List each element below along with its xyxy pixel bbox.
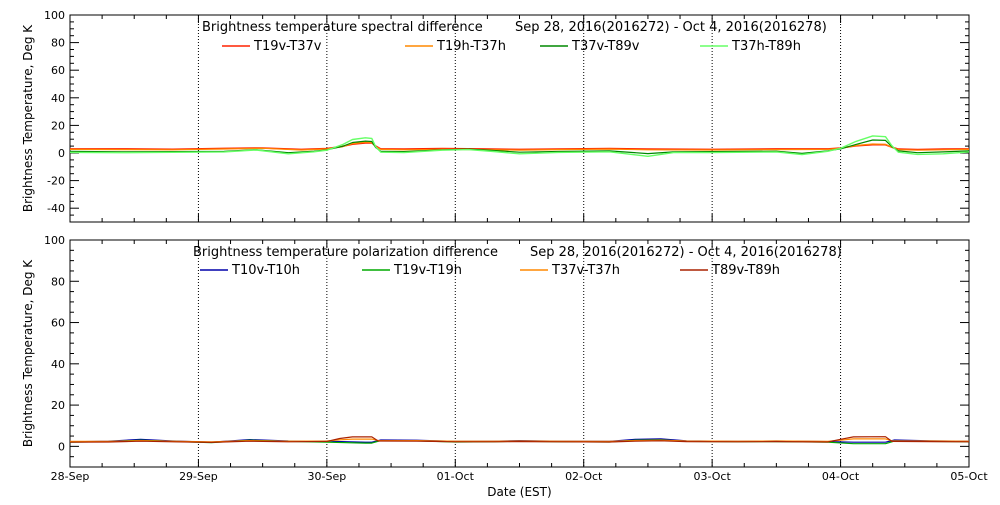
y-tick-label: 80: [51, 275, 65, 288]
chart-date-range: Sep 28, 2016(2016272) - Oct 4, 2016(2016…: [515, 20, 827, 35]
x-tick-label: 05-Oct: [950, 470, 988, 483]
legend-label: T19v-T37v: [253, 39, 322, 54]
y-tick-label: -20: [47, 175, 65, 188]
y-tick-label: 40: [51, 92, 65, 105]
x-tick-label: 29-Sep: [179, 470, 218, 483]
chart-title: Brightness temperature spectral differen…: [202, 20, 483, 35]
x-tick-label: 02-Oct: [565, 470, 603, 483]
legend-label: T19h-T37h: [436, 39, 506, 54]
legend-label: T10v-T10h: [231, 263, 300, 278]
y-tick-label: 20: [51, 119, 65, 132]
y-tick-label: 20: [51, 399, 65, 412]
x-axis-label: Date (EST): [487, 485, 551, 499]
y-tick-label: 40: [51, 358, 65, 371]
legend-label: T37h-T89h: [731, 39, 801, 54]
x-tick-label: 01-Oct: [437, 470, 475, 483]
legend-label: T19v-T19h: [393, 263, 462, 278]
y-tick-label: 60: [51, 317, 65, 330]
y-tick-label: 80: [51, 37, 65, 50]
series-line-t89v-t89h: [69, 436, 970, 443]
x-tick-label: 30-Sep: [308, 470, 347, 483]
legend-label: T37v-T89v: [571, 39, 640, 54]
chart-panel-1: -40 -20 0 20 40 60 80 100 Brightness Temperature…: [21, 9, 970, 223]
y-tick-label: 100: [44, 9, 65, 22]
chart-date-range: Sep 28, 2016(2016272) - Oct 4, 2016(2016…: [530, 245, 842, 260]
plot-frame: [69, 14, 970, 223]
y-tick-label: 60: [51, 64, 65, 77]
y-axis-label: Brightness Temperature, Deg K: [21, 259, 35, 447]
y-tick-label: 0: [58, 147, 65, 160]
chart-panel-2: 0 20 40 60 80 100 28-Sep 29-Sep 30-Sep 01-Oct 02-O…: [21, 234, 988, 499]
y-tick-label: -40: [47, 202, 65, 215]
plot-frame: [69, 239, 970, 468]
y-axis-label: Brightness Temperature, Deg K: [21, 24, 35, 212]
x-tick-label: 28-Sep: [51, 470, 90, 483]
legend-label: T37v-T37h: [551, 263, 620, 278]
legend-label: T89v-T89h: [711, 263, 780, 278]
y-tick-label: 0: [58, 440, 65, 453]
y-tick-label: 100: [44, 234, 65, 247]
x-tick-label: 03-Oct: [693, 470, 731, 483]
series-line-t37h-t89h: [69, 135, 970, 157]
chart-title: Brightness temperature polarization diff…: [193, 245, 498, 260]
series-line-t19h-t37h: [69, 141, 970, 151]
x-tick-label: 04-Oct: [822, 470, 860, 483]
